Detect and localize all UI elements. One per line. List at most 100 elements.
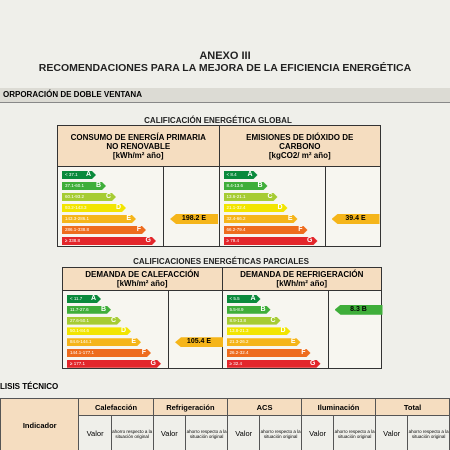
panel-header: DEMANDA DE CALEFACCIÓN [kWh/m² año]	[63, 268, 222, 291]
panel-title: CONSUMO DE ENERGÍA PRIMARIA NO RENOVABLE	[70, 132, 206, 151]
scale-range: ≥ 32.4	[229, 360, 242, 366]
scale-range: 8.9-13.8	[229, 317, 247, 323]
saving-header: ahorro respecto a la situación original	[407, 415, 450, 450]
scale-class: E	[126, 215, 131, 222]
scale-class: F	[298, 226, 303, 233]
value-header: Valor	[78, 415, 112, 450]
subtitle: RECOMENDACIONES PARA LA MEJORA DE LA EFI…	[38, 62, 412, 74]
group-header: ACS	[227, 398, 302, 416]
scale-range: ≥ 338.8	[65, 238, 80, 243]
scale-bar: 143.3-286.1 E	[62, 215, 136, 223]
indicator-header: Indicador	[0, 398, 80, 450]
scale-bar: ≥ 338.8 G	[62, 237, 156, 245]
title: ANEXO III	[199, 50, 251, 62]
scale: < 5.5 A 5.5-8.9 B 8.9-13.8 C 13.8-21.3 D 21.3-26…	[223, 291, 329, 368]
scale-class: A	[90, 295, 96, 302]
scale-class: D	[120, 327, 126, 335]
scale-class: E	[287, 215, 293, 222]
scale-range: 13.8-21.3	[229, 328, 249, 334]
scale-class: F	[141, 349, 146, 356]
partial-title: CALIFICACIONES ENERGÉTICAS PARCIALES	[133, 257, 309, 266]
scale-bar: < 8.4 A	[224, 171, 258, 179]
panel-title: DEMANDA DE CALEFACCIÓN	[85, 270, 200, 279]
panel-body: < 11.7 A 11.7-27.6 B 27.6-50.1 C 50.1-84.6 D 84.…	[63, 291, 223, 368]
scale-bar: 26.2-32.4 F	[227, 349, 311, 357]
scale-range: < 5.5	[229, 296, 240, 301]
scale-range: 143.3-286.1	[65, 216, 90, 221]
scale-class: D	[280, 327, 286, 335]
scale-bar: 21.3-26.2 E	[227, 338, 301, 346]
scale: < 11.7 A 11.7-27.6 B 27.6-50.1 C 50.1-84.6 D 84.…	[63, 291, 169, 368]
scale-range: 32.4-66.2	[226, 216, 246, 221]
scale-range: 84.6-144.1	[70, 339, 92, 345]
scale-bar: ≥ 177.1 G	[67, 360, 161, 368]
value-header: Valor	[300, 415, 335, 450]
rating-column: 198.2 E	[164, 167, 219, 246]
scale-bar: 8.4-13.6 B	[224, 182, 268, 190]
scale-range: 26.2-32.4	[229, 350, 249, 355]
scale-bar: 13.6-21.1 C	[224, 193, 278, 201]
group-header: Calefacción	[78, 398, 154, 416]
scale-range: 8.4-13.6	[226, 183, 244, 188]
scale-class: A	[247, 171, 253, 178]
panel-unit: [kWh/m² año]	[112, 150, 164, 160]
scale-class: C	[267, 193, 273, 200]
scale-bar: 286.1-338.8 F	[62, 226, 146, 234]
scale-range: < 8.4	[226, 172, 237, 177]
saving-header: ahorro respecto a la situación original	[110, 415, 154, 450]
scale-bar: 5.5-8.9 B	[227, 306, 271, 314]
panel-body: < 37.1 A 37.1-60.1 B 60.1-93.2 C 93.2-143.3 D 14…	[58, 167, 219, 246]
scale-class: G	[150, 359, 156, 367]
scale-range: 66.2-79.4	[226, 227, 246, 232]
scale-range: < 37.1	[65, 172, 78, 177]
rating-column: 39.4 E	[326, 167, 381, 246]
panel-title: EMISIONES DE DIÓXIDO DE CARBONO	[246, 132, 354, 151]
scale-bar: 8.9-13.8 C	[227, 317, 281, 325]
scale-range: 21.1-32.4	[226, 205, 246, 210]
panel-header: CONSUMO DE ENERGÍA PRIMARIA NO RENOVABLE…	[58, 126, 219, 167]
scale-bar: 50.1-84.6 D	[67, 327, 131, 335]
scale-range: 50.1-84.6	[70, 328, 90, 334]
scale-bar: < 37.1 A	[62, 171, 96, 179]
rating-column: 8.3 B	[329, 291, 383, 368]
panel-header: DEMANDA DE REFRIGERACIÓN [kWh/m² año]	[222, 268, 381, 291]
scale-range: 13.6-21.1	[226, 194, 246, 199]
rating-arrow: 8.3 B	[334, 304, 383, 315]
scale-range: 144.1-177.1	[70, 350, 95, 355]
scale-range: ≥ 79.4	[226, 238, 239, 243]
scale-class: G	[307, 237, 313, 244]
scale-class: C	[270, 316, 276, 324]
scale-bar: 93.2-143.3 D	[62, 204, 126, 212]
panel: DEMANDA DE REFRIGERACIÓN [kWh/m² año] < 5.…	[222, 268, 383, 368]
scale-bar: 13.8-21.3 D	[227, 327, 291, 335]
scale-class: B	[95, 182, 101, 189]
rating-arrow: 39.4 E	[331, 214, 380, 224]
scale-bar: 37.1-60.1 B	[62, 182, 106, 190]
scale-bar: 27.6-50.1 C	[67, 317, 121, 325]
scale-class: D	[115, 204, 121, 211]
scale-range: 5.5-8.9	[229, 306, 244, 312]
scale-class: B	[100, 305, 106, 313]
panel-unit: [kWh/m² año]	[276, 279, 328, 288]
scale-bar: ≥ 32.4 G	[227, 360, 321, 368]
scale-class: E	[290, 338, 296, 346]
scale-class: A	[85, 171, 91, 178]
scale-range: 21.3-26.2	[229, 339, 249, 345]
scale-class: B	[260, 305, 266, 313]
scale-bar: 60.1-93.2 C	[62, 193, 116, 201]
panel-body: < 5.5 A 5.5-8.9 B 8.9-13.8 C 13.8-21.3 D 21.3-26…	[223, 291, 383, 368]
panel-title: DEMANDA DE REFRIGERACIÓN	[240, 270, 364, 279]
panel-body: < 8.4 A 8.4-13.6 B 13.6-21.1 C 21.1-32.4 D 32.4-…	[220, 167, 381, 246]
group-header: Iluminación	[300, 398, 377, 416]
panel: CONSUMO DE ENERGÍA PRIMARIA NO RENOVABLE…	[58, 126, 220, 246]
scale-class: G	[145, 237, 151, 244]
scale-class: C	[105, 193, 111, 200]
saving-header: ahorro respecto a la situación original	[185, 415, 229, 450]
global-title: CALIFICACIÓN ENERGÉTICA GLOBAL	[144, 116, 292, 125]
scale: < 37.1 A 37.1-60.1 B 60.1-93.2 C 93.2-143.3 D 14…	[58, 167, 164, 246]
global-box: CONSUMO DE ENERGÍA PRIMARIA NO RENOVABLE…	[57, 125, 381, 247]
value-header: Valor	[375, 415, 409, 450]
scale-bar: 66.2-79.4 F	[224, 226, 308, 234]
partial-box: DEMANDA DE CALEFACCIÓN [kWh/m² año] < 11.7…	[62, 267, 383, 369]
scale-bar: 21.1-32.4 D	[224, 204, 288, 212]
